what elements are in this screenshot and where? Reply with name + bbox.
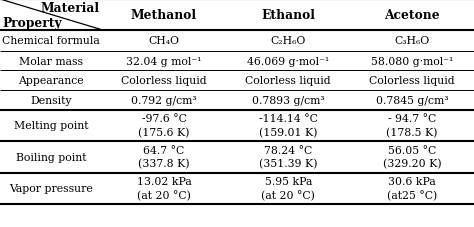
Text: 64.7 °C
(337.8 K): 64.7 °C (337.8 K) bbox=[138, 145, 190, 169]
Text: Methanol: Methanol bbox=[131, 9, 197, 22]
Text: Boiling point: Boiling point bbox=[16, 152, 86, 162]
Text: Melting point: Melting point bbox=[14, 121, 88, 131]
Text: -114.14 °C
(159.01 K): -114.14 °C (159.01 K) bbox=[259, 114, 318, 138]
Text: Ethanol: Ethanol bbox=[261, 9, 315, 22]
Text: 58.080 g·mol⁻¹: 58.080 g·mol⁻¹ bbox=[371, 56, 453, 66]
Text: Appearance: Appearance bbox=[18, 76, 84, 86]
Text: Acetone: Acetone bbox=[384, 9, 440, 22]
Text: 5.95 kPa
(at 20 °C): 5.95 kPa (at 20 °C) bbox=[261, 177, 315, 200]
Text: C₃H₆O: C₃H₆O bbox=[394, 36, 430, 46]
Text: Colorless liquid: Colorless liquid bbox=[369, 76, 455, 86]
Text: 0.7893 g/cm³: 0.7893 g/cm³ bbox=[252, 95, 325, 105]
Text: - 94.7 °C
(178.5 K): - 94.7 °C (178.5 K) bbox=[386, 114, 438, 138]
Text: Vapor pressure: Vapor pressure bbox=[9, 184, 93, 193]
Text: 0.792 g/cm³: 0.792 g/cm³ bbox=[131, 95, 197, 105]
Text: CH₄O: CH₄O bbox=[148, 36, 180, 46]
Text: -97.6 °C
(175.6 K): -97.6 °C (175.6 K) bbox=[138, 114, 190, 138]
Text: C₂H₆O: C₂H₆O bbox=[271, 36, 306, 46]
Text: 30.6 kPa
(at25 °C): 30.6 kPa (at25 °C) bbox=[387, 177, 438, 200]
Text: 0.7845 g/cm³: 0.7845 g/cm³ bbox=[376, 95, 448, 105]
Text: 46.069 g·mol⁻¹: 46.069 g·mol⁻¹ bbox=[247, 56, 329, 66]
Text: Chemical formula: Chemical formula bbox=[2, 36, 100, 46]
Text: 56.05 °C
(329.20 K): 56.05 °C (329.20 K) bbox=[383, 145, 441, 169]
Text: Molar mass: Molar mass bbox=[19, 56, 83, 66]
Text: Density: Density bbox=[30, 95, 72, 105]
Text: Colorless liquid: Colorless liquid bbox=[121, 76, 207, 86]
Text: Material: Material bbox=[40, 2, 100, 15]
Text: 32.04 g mol⁻¹: 32.04 g mol⁻¹ bbox=[126, 56, 202, 66]
Text: Colorless liquid: Colorless liquid bbox=[246, 76, 331, 86]
Text: 13.02 kPa
(at 20 °C): 13.02 kPa (at 20 °C) bbox=[137, 177, 191, 200]
Text: 78.24 °C
(351.39 K): 78.24 °C (351.39 K) bbox=[259, 145, 318, 169]
Text: Property: Property bbox=[2, 17, 62, 30]
